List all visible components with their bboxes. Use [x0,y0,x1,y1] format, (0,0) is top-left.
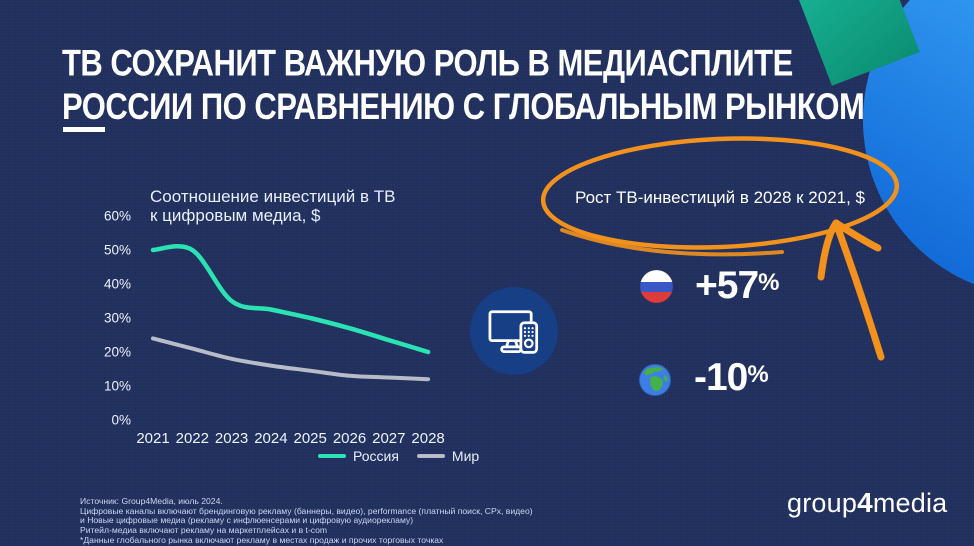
logo-part-1: group [787,488,858,518]
stat-row-world: -10% [638,358,769,397]
footnote-line-3: и Новые цифровые медиа (рекламу с инфлюе… [80,515,414,526]
chart-title-line-2: к цифровым медиа, $ [150,206,321,225]
footnote-line-1: Источник: Group4Media, июль 2024. [80,496,223,506]
stat-value-russia: +57 [695,264,759,307]
chart-title-line-1: Соотношение инвестиций в ТВ [150,187,396,206]
svg-text:50%: 50% [104,243,131,258]
title-line-2: РОССИИ ПО СРАВНЕНИЮ С ГЛОБАЛЬНЫМ РЫНКОМ [62,85,865,128]
stat-percent-world: % [747,361,769,388]
legend-item-russia: Россия [318,448,399,464]
stat-row-russia: +57% [640,266,780,305]
tv-icon-badge [470,287,558,375]
svg-text:40%: 40% [104,277,131,292]
legend-label-russia: Россия [353,448,399,464]
russia-flag-icon [640,270,673,303]
svg-text:2028: 2028 [411,430,444,447]
chart-title: Соотношение инвестиций в ТВ к цифровым м… [150,187,450,225]
stat-percent-russia: % [758,269,780,296]
svg-text:60%: 60% [104,209,131,224]
legend-label-world: Мир [451,448,480,464]
chart-legend: Россия Мир [318,448,479,464]
footnote-line-4: Ритейл-медиа включают рекламу на маркетп… [80,525,328,536]
tv-remote-icon [488,310,539,354]
title-line-1: ТВ СОХРАНИТ ВАЖНУЮ РОЛЬ В МЕДИАСПЛИТЕ [62,42,793,84]
footnote-line-5: *Данные глобального рынка включают рекла… [80,534,444,545]
svg-text:0%: 0% [111,413,131,428]
svg-text:20%: 20% [104,345,131,360]
legend-swatch-russia [318,454,346,458]
group4media-logo: group4media [787,487,947,519]
logo-part-2: 4 [857,487,873,518]
line-chart: 0% 10% 20% 30% 40% 50% 60% 2021 2022 2023 2024 2025… [104,209,445,448]
circled-label: Рост ТВ-инвестиций в 2028 к 2021, $ [574,188,866,207]
footnote-line-2: Цифровые каналы включают брендинговую ре… [80,505,533,516]
globe-icon [638,363,672,397]
svg-text:2027: 2027 [372,430,405,447]
highlight-ellipse-icon [540,136,900,257]
page-title: ТВ СОХРАНИТ ВАЖНУЮ РОЛЬ В МЕДИАСПЛИТЕ РО… [62,42,892,128]
svg-text:2023: 2023 [215,430,248,447]
svg-text:2021: 2021 [136,430,169,447]
stat-world: -10% [694,358,769,397]
legend-swatch-world [416,454,445,458]
svg-text:10%: 10% [104,379,131,394]
svg-text:2024: 2024 [254,430,287,447]
svg-text:2022: 2022 [176,430,209,447]
svg-text:2026: 2026 [333,430,366,447]
hand-drawn-arrow-icon [817,219,885,361]
stat-value-world: -10 [694,356,748,399]
logo-part-3: media [872,488,948,518]
stat-russia: +57% [695,266,780,305]
legend-item-world: Мир [416,448,480,464]
title-underline [63,127,105,132]
source-footnotes: Источник: Group4Media, июль 2024. Цифров… [80,496,640,546]
svg-text:2025: 2025 [294,430,327,447]
svg-text:30%: 30% [104,311,131,326]
